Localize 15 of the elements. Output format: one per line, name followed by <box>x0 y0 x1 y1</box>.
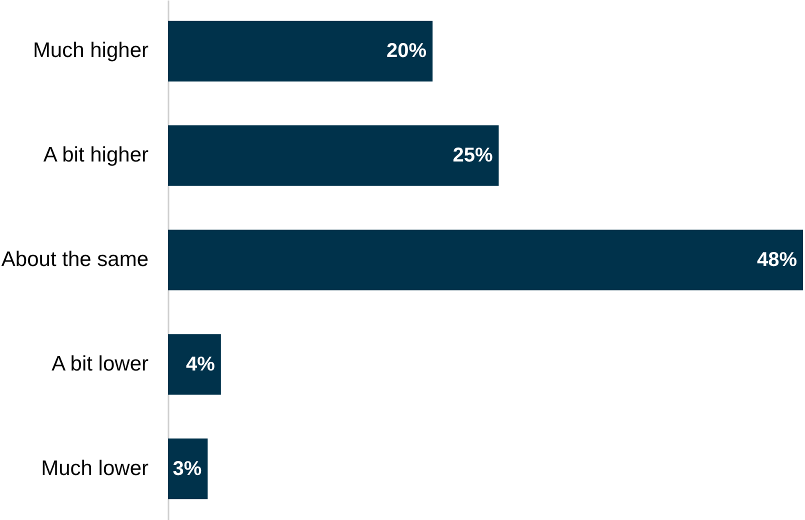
bar <box>168 230 803 290</box>
data-label: 3% <box>172 458 202 480</box>
y-tick-label: About the same <box>1 248 148 271</box>
bar <box>168 438 208 500</box>
data-label: 48% <box>756 249 798 271</box>
y-tick-label: Much lower <box>41 456 148 480</box>
data-label: 20% <box>386 40 427 62</box>
y-tick-label: A bit higher <box>43 144 148 167</box>
data-label: 4% <box>186 353 216 376</box>
bar <box>168 125 499 186</box>
y-tick-label: Much higher <box>32 39 149 62</box>
bar <box>168 334 221 395</box>
data-label: 25% <box>452 144 493 167</box>
bar <box>168 20 433 82</box>
y-tick-label: A bit lower <box>52 352 148 376</box>
